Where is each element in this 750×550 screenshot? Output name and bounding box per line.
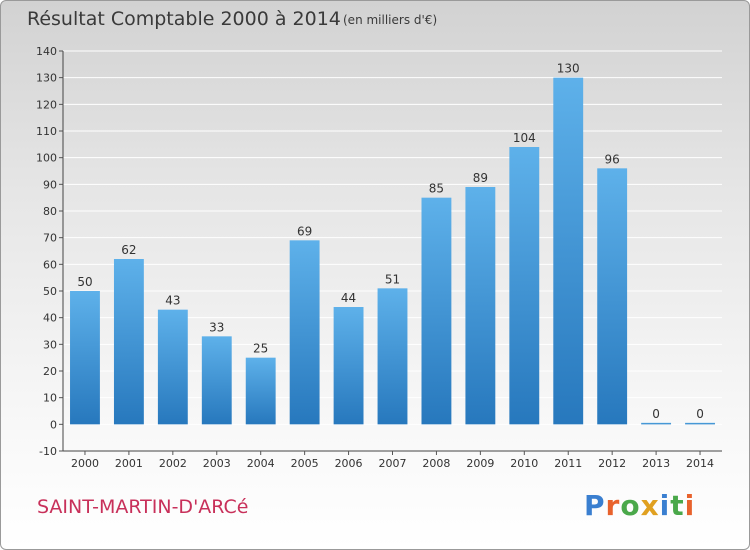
- y-tick-label: 140: [36, 45, 57, 58]
- bar-2004: [245, 357, 276, 425]
- value-label-2004: 25: [253, 342, 268, 356]
- bar-2002: [157, 309, 188, 425]
- value-label-2000: 50: [77, 275, 92, 289]
- x-tick-label: 2010: [510, 457, 538, 470]
- brand-letter: i: [659, 489, 671, 522]
- y-tick-label: 70: [43, 232, 57, 245]
- bar-2005: [289, 240, 320, 425]
- y-tick-label: 60: [43, 258, 57, 271]
- value-label-2007: 51: [385, 272, 400, 286]
- x-tick-label: 2009: [466, 457, 494, 470]
- x-tick-label: 2005: [291, 457, 319, 470]
- value-label-2010: 104: [513, 131, 536, 145]
- x-tick-label: 2014: [686, 457, 714, 470]
- bar-2008: [421, 197, 452, 425]
- value-label-2014: 0: [696, 407, 704, 421]
- chart-subtitle: (en milliers d'€): [343, 13, 438, 27]
- x-tick-label: 2011: [554, 457, 582, 470]
- x-tick-label: 2001: [115, 457, 143, 470]
- value-label-2013: 0: [652, 407, 660, 421]
- commune-name: SAINT-MARTIN-D'ARCé: [37, 496, 249, 518]
- x-tick-label: 2013: [642, 457, 670, 470]
- bar-2001: [113, 259, 144, 425]
- axes: -10 0 10 20 30 40 50 60 70 80 90 100 110 120 130 140 200…: [36, 45, 722, 470]
- y-tick-label: -10: [39, 445, 57, 458]
- bar-2000: [70, 291, 100, 425]
- brand-letter: x: [640, 489, 660, 522]
- x-tick-label: 2000: [71, 457, 99, 470]
- value-label-2002: 43: [165, 294, 180, 308]
- bar-2009: [465, 187, 496, 425]
- y-tick-label: 20: [43, 365, 57, 378]
- y-tick-label: 40: [43, 312, 57, 325]
- value-label-2012: 96: [605, 152, 620, 166]
- brand-letter: r: [605, 489, 621, 522]
- brand-letter: t: [670, 489, 685, 522]
- value-label-2001: 62: [121, 243, 136, 257]
- x-tick-label: 2008: [422, 457, 450, 470]
- value-label-2008: 85: [429, 182, 444, 196]
- value-label-2011: 130: [557, 62, 580, 76]
- bar-2014: [685, 422, 715, 425]
- value-label-2003: 33: [209, 320, 224, 334]
- chart-title: Résultat Comptable 2000 à 2014: [27, 8, 341, 30]
- brand-letter: P: [584, 489, 606, 522]
- x-tick-label: 2003: [203, 457, 231, 470]
- bar-2011: [553, 77, 584, 425]
- y-tick-label: 120: [36, 98, 57, 111]
- y-tick-label: 90: [43, 178, 57, 191]
- x-tick-label: 2012: [598, 457, 626, 470]
- y-tick-label: 50: [43, 285, 57, 298]
- bar-2006: [333, 307, 364, 425]
- bar-2007: [377, 288, 408, 425]
- brand-letter: i: [684, 489, 696, 522]
- value-label-2009: 89: [473, 171, 488, 185]
- data-labels: 50 62 43 33 25 69 44 51 85 89 104 130 96 0 0: [77, 62, 704, 421]
- y-tick-label: 30: [43, 338, 57, 351]
- value-label-2005: 69: [297, 224, 312, 238]
- y-tick-label: 10: [43, 392, 57, 405]
- brand-letter: o: [620, 489, 641, 522]
- y-tick-label: 110: [36, 125, 57, 138]
- y-tick-label: 0: [50, 418, 57, 431]
- value-label-2006: 44: [341, 291, 356, 305]
- bar-2013: [641, 422, 672, 425]
- bar-2012: [597, 168, 628, 425]
- bar-2003: [201, 336, 232, 425]
- x-tick-label: 2004: [247, 457, 275, 470]
- bar-2010: [509, 147, 540, 425]
- x-tick-label: 2002: [159, 457, 187, 470]
- y-tick-label: 100: [36, 152, 57, 165]
- x-tick-label: 2006: [335, 457, 363, 470]
- bars: [70, 77, 715, 425]
- y-tick-label: 80: [43, 205, 57, 218]
- x-tick-label: 2007: [379, 457, 407, 470]
- y-tick-label: 130: [36, 72, 57, 85]
- proxiti-logo[interactable]: Proxiti: [584, 489, 695, 522]
